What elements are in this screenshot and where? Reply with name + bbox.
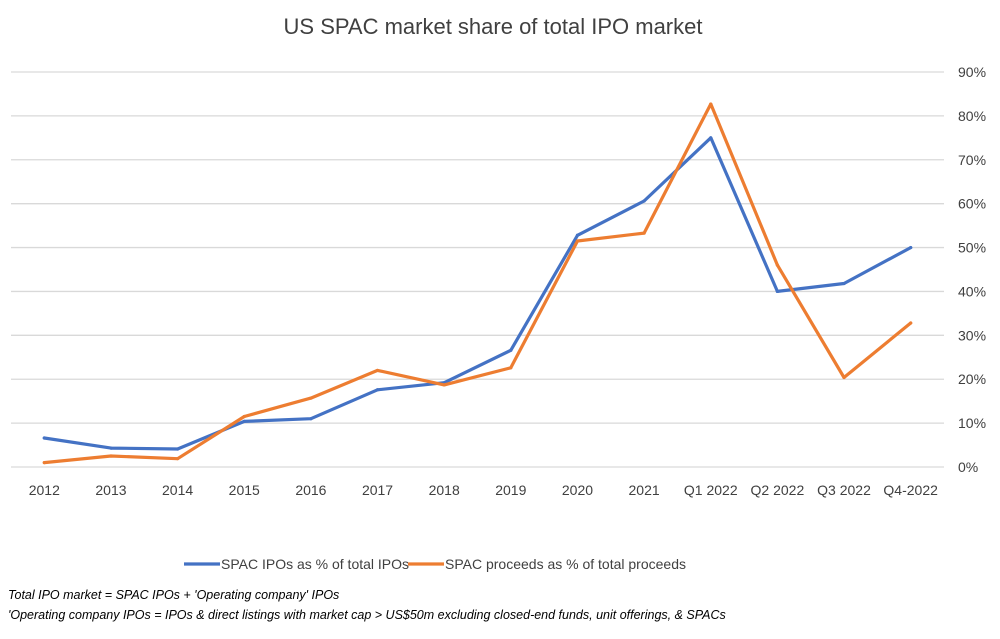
- data-point: [109, 454, 113, 458]
- data-point: [842, 281, 846, 286]
- data-point: [42, 436, 46, 440]
- x-tick-label: 2013: [95, 482, 126, 498]
- data-point: [309, 417, 313, 421]
- x-tick-label: 2014: [162, 482, 193, 498]
- data-point: [775, 263, 779, 267]
- data-point: [176, 447, 180, 451]
- x-tick-label: Q2 2022: [751, 482, 805, 498]
- data-point: [642, 199, 646, 203]
- x-tick-label: Q3 2022: [817, 482, 871, 498]
- y-tick-label: 0%: [958, 459, 978, 475]
- x-tick-label: 2019: [495, 482, 526, 498]
- data-point: [242, 414, 246, 419]
- y-tick-label: 50%: [958, 240, 986, 256]
- x-tick-label: 2020: [562, 482, 593, 498]
- y-tick-label: 30%: [958, 327, 986, 343]
- data-point: [375, 388, 380, 392]
- series-lines: [42, 102, 913, 465]
- legend: SPAC IPOs as % of total IPOs SPAC proceed…: [184, 556, 686, 572]
- series-line-spac-ipos: [42, 136, 913, 451]
- data-point: [109, 446, 113, 450]
- data-point: [642, 231, 646, 235]
- x-axis-ticks: 2012 2013 2014 2015 2016 2017 2018 2019 2020 2021…: [29, 482, 938, 498]
- data-point: [775, 289, 779, 294]
- y-tick-label: 60%: [958, 196, 986, 212]
- data-point: [909, 245, 913, 250]
- y-tick-label: 80%: [958, 108, 986, 124]
- x-tick-label: Q4-2022: [883, 482, 938, 498]
- data-point: [309, 396, 313, 400]
- y-tick-label: 10%: [958, 415, 986, 431]
- data-point: [842, 375, 846, 380]
- y-tick-label: 70%: [958, 152, 986, 168]
- legend-label: SPAC proceeds as % of total proceeds: [445, 556, 686, 572]
- data-point: [575, 239, 580, 243]
- series-line-spac-proceeds: [42, 102, 913, 465]
- data-point: [709, 102, 713, 106]
- x-tick-label: 2012: [29, 482, 60, 498]
- footnote-operating-company-ipos: 'Operating company IPOs = IPOs & direct …: [8, 608, 726, 622]
- data-point: [242, 419, 246, 423]
- legend-item: SPAC proceeds as % of total proceeds: [408, 556, 686, 572]
- x-tick-label: 2017: [362, 482, 393, 498]
- chart-title: US SPAC market share of total IPO market: [284, 14, 703, 39]
- x-tick-label: Q1 2022: [684, 482, 738, 498]
- gridlines: [11, 71, 944, 468]
- data-point: [375, 368, 380, 373]
- data-point: [176, 457, 180, 461]
- data-point: [509, 366, 513, 370]
- x-tick-label: 2015: [229, 482, 260, 498]
- legend-item: SPAC IPOs as % of total IPOs: [184, 556, 409, 572]
- y-axis-ticks: 0% 10% 20% 30% 40% 50% 60% 70% 80% 90%: [958, 64, 986, 475]
- x-tick-label: 2021: [629, 482, 660, 498]
- data-point: [509, 348, 513, 352]
- y-tick-label: 20%: [958, 371, 986, 387]
- y-tick-label: 90%: [958, 64, 986, 80]
- data-point: [909, 321, 913, 325]
- x-tick-label: 2016: [295, 482, 326, 498]
- data-point: [575, 233, 580, 237]
- y-tick-label: 40%: [958, 283, 986, 299]
- data-point: [709, 136, 713, 140]
- footnote-total-ipo-market: Total IPO market = SPAC IPOs + 'Operatin…: [8, 588, 340, 602]
- x-tick-label: 2018: [429, 482, 460, 498]
- data-point: [42, 461, 46, 465]
- data-point: [442, 383, 446, 387]
- legend-label: SPAC IPOs as % of total IPOs: [221, 556, 409, 572]
